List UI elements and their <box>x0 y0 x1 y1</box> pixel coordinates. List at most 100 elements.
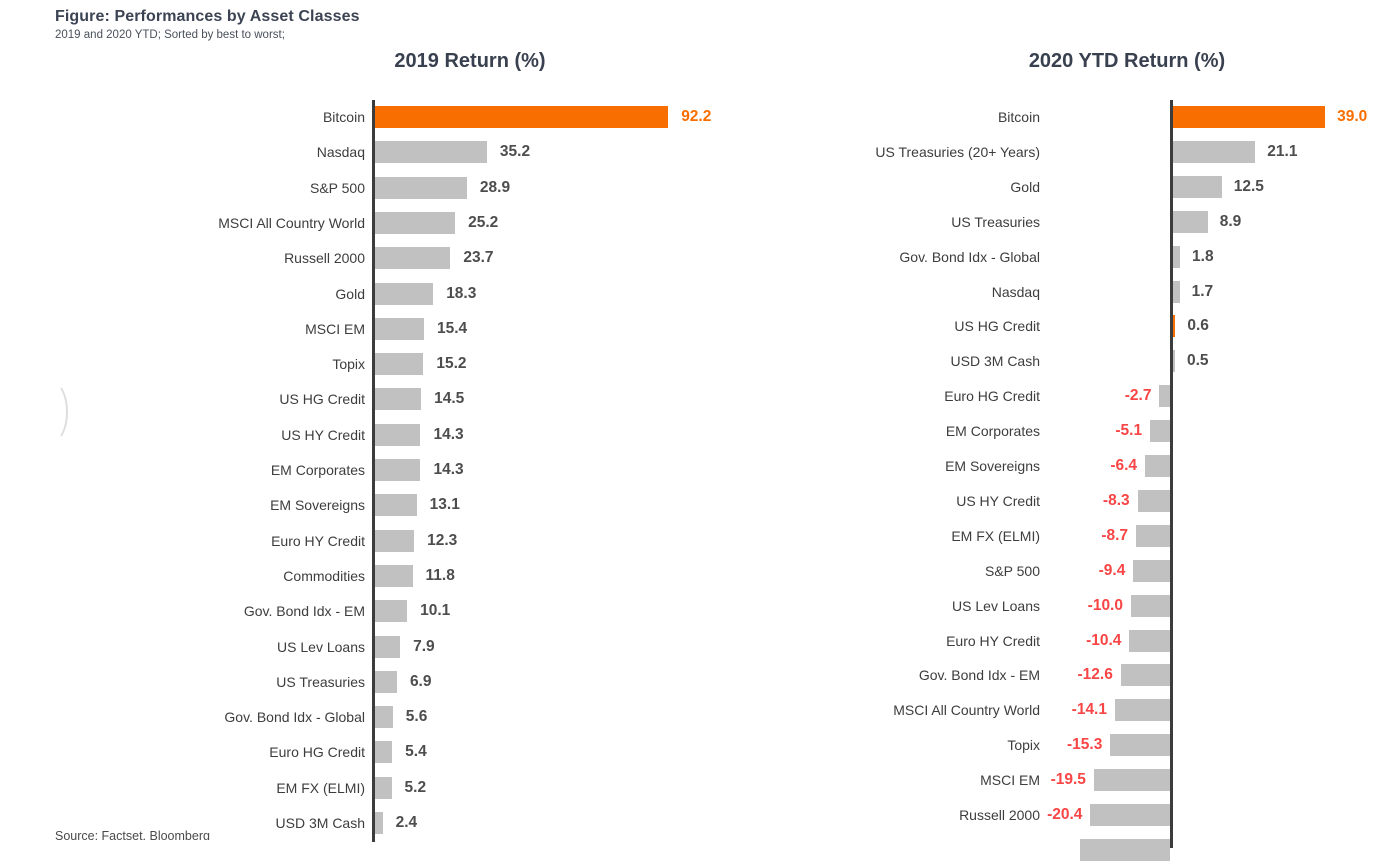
category-label: Gov. Bond Idx - EM <box>918 667 1040 684</box>
bar <box>1133 559 1170 582</box>
bar <box>1159 385 1170 408</box>
bar <box>375 600 408 623</box>
bar <box>375 317 424 340</box>
bar <box>375 812 383 834</box>
value-label: 7.9 <box>413 637 435 655</box>
value-label: 11.8 <box>425 566 455 584</box>
value-label: -20.4 <box>1047 806 1083 823</box>
category-label: US Treasuries (20+ Years) <box>875 143 1040 160</box>
bar <box>1173 350 1175 373</box>
bar <box>375 494 417 517</box>
bar <box>1145 455 1170 477</box>
value-label: 14.5 <box>434 390 465 408</box>
value-label: 13.1 <box>429 496 460 514</box>
value-label: 0.5 <box>1187 352 1209 370</box>
category-label: Topix <box>332 356 365 373</box>
bar <box>375 423 421 446</box>
y-axis-line <box>1170 100 1173 848</box>
bar <box>375 635 401 658</box>
bar <box>375 282 434 305</box>
value-label: -2.7 <box>1124 387 1152 405</box>
value-label: 8.9 <box>1219 212 1242 230</box>
value-label: -6.4 <box>1110 457 1138 474</box>
value-label: 25.2 <box>468 213 499 231</box>
category-label: Euro HY Credit <box>271 532 365 549</box>
bar <box>375 388 422 411</box>
bar <box>375 706 393 729</box>
bar <box>375 529 415 552</box>
bar <box>1173 175 1222 198</box>
value-label: 14.3 <box>433 425 464 443</box>
value-label: 0.6 <box>1187 317 1209 335</box>
value-label: -9.4 <box>1098 561 1126 579</box>
value-label: 39.0 <box>1337 108 1368 125</box>
bar <box>1136 524 1170 547</box>
category-label: Nasdaq <box>316 144 365 161</box>
value-label: 10.1 <box>420 602 451 620</box>
source-line-clipped: Source: Factset, Bloomberg <box>55 829 315 840</box>
bar <box>1129 629 1170 652</box>
value-label: -15.3 <box>1066 736 1103 754</box>
category-label: Bitcoin <box>997 109 1040 125</box>
bar <box>1173 315 1176 338</box>
bar <box>375 176 467 199</box>
figure-title: Figure: Performances by Asset Classes <box>55 8 360 25</box>
category-label: Topix <box>1007 737 1040 754</box>
bar <box>1173 210 1208 233</box>
category-label: MSCI EM <box>980 772 1040 789</box>
bar <box>1131 594 1170 617</box>
category-label: Commodities <box>283 567 365 584</box>
category-label: US Lev Loans <box>277 638 365 655</box>
category-label: Euro HG Credit <box>944 388 1040 405</box>
value-label: -10.0 <box>1087 596 1123 614</box>
value-label: 12.5 <box>1233 177 1264 195</box>
category-label: US Lev Loans <box>952 597 1040 614</box>
value-label: 35.2 <box>499 143 531 161</box>
category-label: US HY Credit <box>281 426 365 443</box>
bar <box>375 670 397 693</box>
category-label: MSCI All Country World <box>218 214 365 231</box>
value-label: 23.7 <box>463 249 494 267</box>
bar <box>375 211 456 234</box>
value-label: 15.4 <box>436 319 468 337</box>
category-label: Nasdaq <box>991 283 1040 300</box>
bar <box>1150 420 1170 443</box>
value-label: -10.4 <box>1086 631 1122 649</box>
category-label: EM Corporates <box>945 423 1040 440</box>
category-label: Gov. Bond Idx - EM <box>243 603 365 620</box>
category-label: US HY Credit <box>956 492 1040 509</box>
source-text: Source: Factset, Bloomberg <box>55 829 210 840</box>
value-label: 5.4 <box>405 743 427 761</box>
value-label: 2.4 <box>395 814 418 831</box>
bar <box>1120 664 1170 687</box>
value-label: 1.7 <box>1191 282 1214 300</box>
bar <box>1173 280 1180 303</box>
category-label: EM FX (ELMI) <box>951 527 1040 544</box>
bar <box>375 106 669 128</box>
bar <box>375 141 487 164</box>
bar <box>375 353 424 376</box>
category-label: US Treasuries <box>276 673 365 690</box>
category-label: EM Sovereigns <box>270 497 365 514</box>
category-label: USD 3M Cash <box>275 815 365 831</box>
category-label: EM FX (ELMI) <box>276 779 365 796</box>
value-label: -19.5 <box>1050 771 1086 789</box>
category-label: US HG Credit <box>954 318 1040 335</box>
value-label: 6.9 <box>409 672 432 690</box>
bar <box>1173 106 1326 128</box>
category-label: Gov. Bond Idx - Global <box>224 709 365 726</box>
value-label: -12.6 <box>1077 666 1113 684</box>
category-label: Russell 2000 <box>959 807 1040 823</box>
bar <box>1090 804 1170 826</box>
bar <box>1110 734 1170 757</box>
category-label: S&P 500 <box>984 562 1040 579</box>
bar <box>375 776 392 799</box>
y-axis-line <box>372 100 375 842</box>
value-label: -5.1 <box>1115 422 1143 440</box>
chart-title-2019: 2019 Return (%) <box>394 50 546 72</box>
bar <box>1137 489 1170 512</box>
page-curl-artifact <box>36 381 68 443</box>
category-label: USD 3M Cash <box>950 353 1040 370</box>
category-label: S&P 500 <box>309 179 365 196</box>
category-label: MSCI EM <box>305 320 365 337</box>
